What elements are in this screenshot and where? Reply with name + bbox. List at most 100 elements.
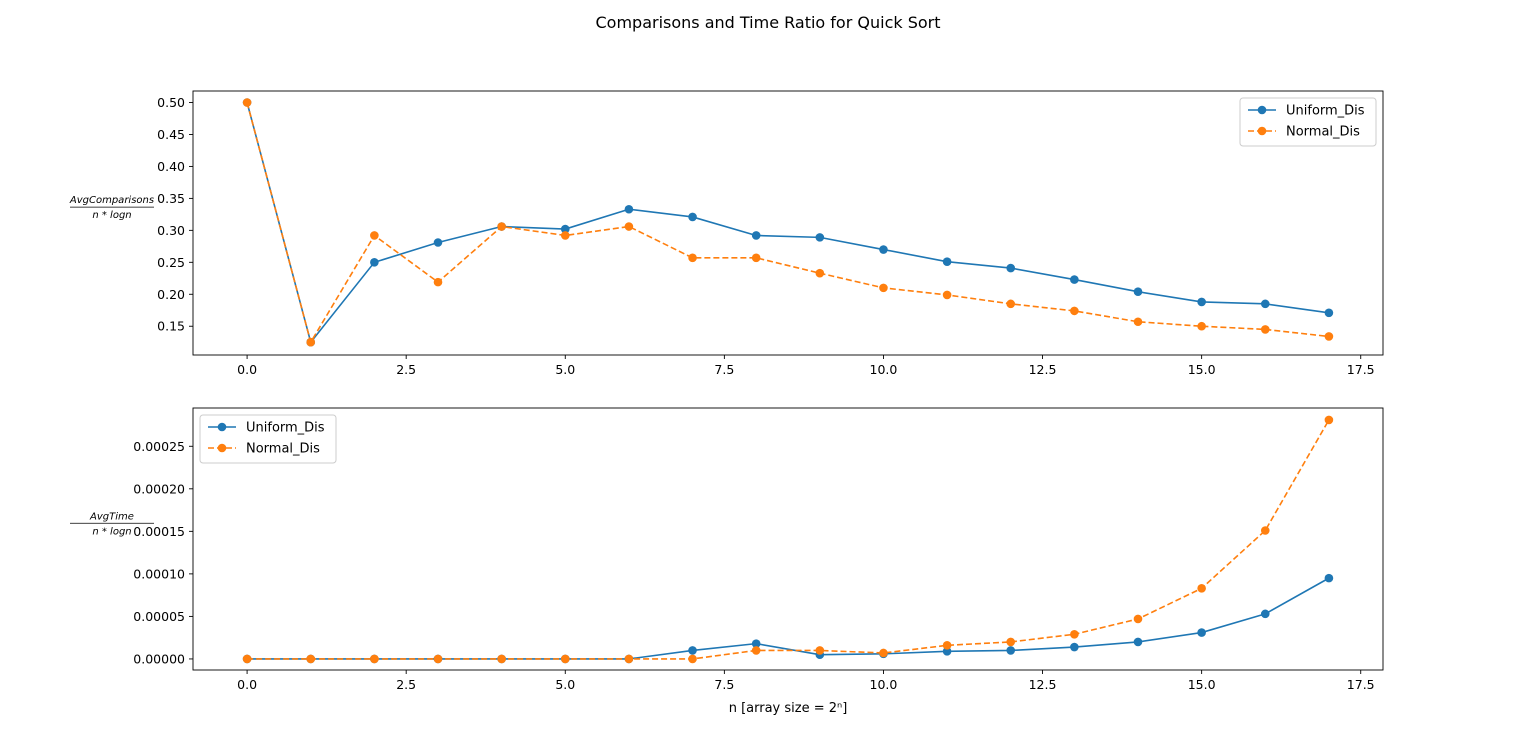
y-label-denominator: n * logn [92,210,131,221]
x-tick-label: 17.5 [1347,677,1375,692]
data-point [1006,637,1016,647]
legend-marker [217,422,227,432]
data-point [560,231,570,240]
data-point [433,654,443,664]
series-line [247,419,1330,660]
x-tick-label: 15.0 [1188,362,1216,377]
data-point [370,654,379,664]
y-tick-label: 0.40 [157,159,185,174]
data-point [1197,584,1206,593]
y-tick-label: 0.30 [157,223,185,238]
series-line [246,102,1329,344]
data-point [688,654,697,664]
data-point [879,283,888,293]
data-point [1133,614,1143,624]
y-tick-label: 0.20 [157,287,185,302]
series-uniform-dis [242,98,1334,347]
x-tick-label: 17.5 [1347,362,1375,377]
x-tick-label: 7.5 [714,362,734,377]
data-point [1324,332,1334,341]
legend-label: Uniform_Dis [246,421,325,436]
data-point [433,277,443,287]
data-point [1070,629,1079,639]
series-line [247,577,1330,660]
plot-frame [192,90,1384,356]
x-tick-label: 2.5 [396,677,416,692]
data-point [1260,526,1270,535]
legend-label: Normal_Dis [1286,125,1360,140]
data-point [879,648,888,658]
data-point [1006,263,1016,273]
legend: Uniform_Dis Normal_Dis [1239,97,1377,147]
data-point [688,212,697,222]
legend-label: Normal_Dis [246,442,320,457]
data-point [242,654,252,664]
data-point [370,231,379,240]
y-tick-label: 0.45 [157,127,185,142]
series-normal-dis [242,415,1334,664]
data-point [433,238,443,247]
data-point [942,257,952,266]
data-point [1133,317,1143,327]
data-point [751,253,761,263]
legend-marker [1257,105,1267,115]
data-point [624,222,634,231]
legend: Uniform_Dis Normal_Dis [199,414,337,464]
x-tick-label: 5.0 [555,677,575,692]
data-point [688,253,697,263]
plot-frame [192,407,1384,671]
x-tick-label: 15.0 [1188,677,1216,692]
y-tick-label: 0.50 [157,95,185,110]
x-axis-label: n [array size = 2ⁿ] [729,701,848,716]
data-point [1133,637,1143,647]
data-point [815,268,825,278]
data-point [1260,325,1270,334]
y-tick-label: 0.00025 [133,439,185,454]
x-tick-label: 2.5 [396,362,416,377]
figure-title: Comparisons and Time Ratio for Quick Sor… [595,13,940,32]
data-point [306,654,316,664]
x-tick-label: 12.5 [1029,677,1057,692]
data-point [1006,299,1016,309]
legend-marker [1257,126,1267,136]
x-tick-label: 12.5 [1029,362,1057,377]
comparisons-chart: 0.0 2.5 5.0 7.5 10.0 12.5 15.0 17.5 0.15 0.20 0.25… [69,90,1384,377]
time-chart: 0.0 2.5 5.0 7.5 10.0 12.5 15.0 17.5 0.00000 0.000… [70,407,1384,716]
data-point [1197,321,1206,331]
y-label-numerator: AvgComparisons [69,195,154,206]
data-point [1197,628,1206,637]
data-point [751,639,761,648]
data-point [1006,646,1016,655]
y-label-denominator: n * logn [92,526,131,537]
data-point [624,654,634,664]
data-point [942,290,952,300]
y-tick-label: 0.00000 [133,651,185,666]
data-point [242,98,252,107]
data-point [1133,287,1143,297]
y-axis-label: AvgTime n * logn [70,511,154,537]
data-point [497,654,506,664]
y-label-numerator: AvgTime [89,511,134,522]
y-tick-label: 0.35 [157,191,185,206]
y-tick-label: 0.00015 [133,524,185,539]
series-normal-dis [242,98,1334,347]
data-point [497,222,506,231]
x-tick-label: 10.0 [870,362,898,377]
series-line [246,102,1330,344]
data-point [1260,299,1270,309]
data-point [560,224,570,234]
data-point [1070,306,1079,316]
legend-label: Uniform_Dis [1286,104,1365,119]
data-point [1260,609,1270,619]
data-point [1324,573,1334,583]
data-point [624,204,634,214]
data-point [815,646,825,655]
data-point [815,233,825,242]
data-point [306,337,316,347]
y-tick-label: 0.25 [157,255,185,270]
data-point [751,231,761,240]
x-tick-label: 10.0 [870,677,898,692]
data-point [879,245,888,254]
data-point [1070,642,1079,652]
